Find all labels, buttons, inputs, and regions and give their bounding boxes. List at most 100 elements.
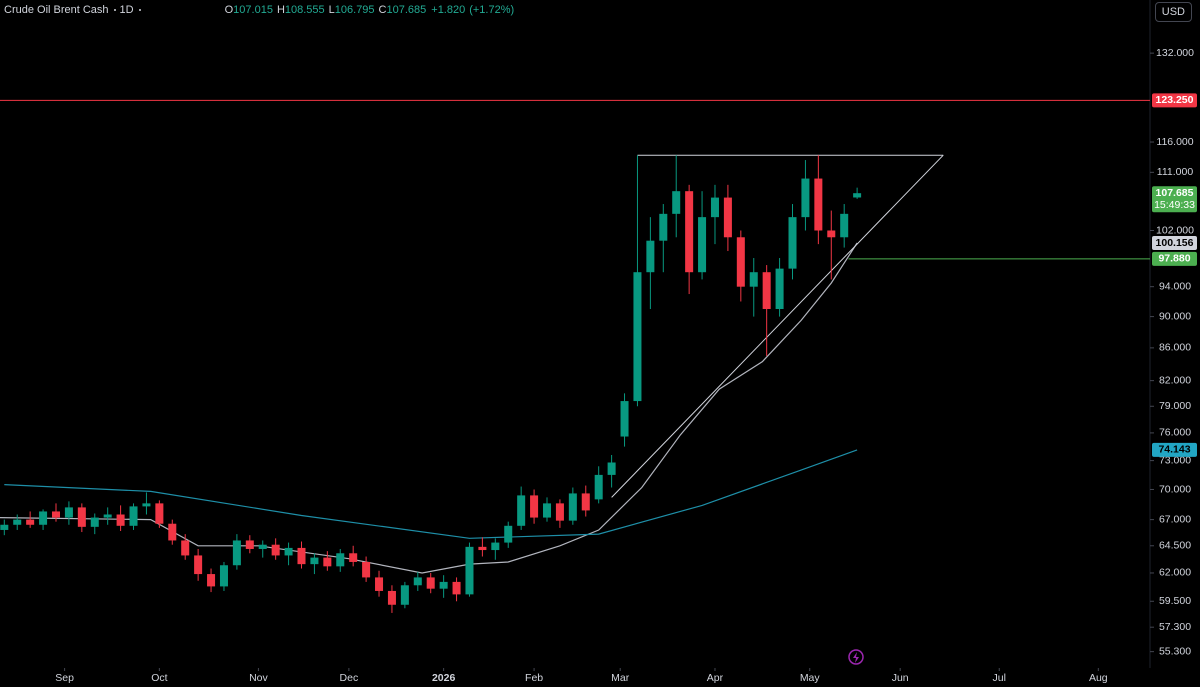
candle-body xyxy=(452,581,461,595)
candle-body xyxy=(26,519,35,525)
candle-body xyxy=(155,503,164,524)
candle-body xyxy=(465,546,474,595)
ohlc-value: 108.555 xyxy=(284,4,325,16)
candle-body xyxy=(13,519,22,525)
candle-body xyxy=(840,213,849,238)
candle-body xyxy=(736,237,745,287)
candle-body xyxy=(672,191,681,214)
price-label: 123.250 xyxy=(1156,94,1194,106)
candle-body xyxy=(90,517,99,527)
candle-body xyxy=(620,401,629,437)
ohlc-value: 107.685 xyxy=(386,4,427,16)
y-tick-label: 70.000 xyxy=(1159,483,1191,495)
candle-body xyxy=(607,462,616,475)
candle-body xyxy=(710,197,719,218)
candle-body xyxy=(219,565,228,587)
candle-body xyxy=(271,544,280,556)
price-label: 74.143 xyxy=(1158,444,1190,456)
x-tick-label: 2026 xyxy=(432,672,456,684)
y-tick-label: 102.000 xyxy=(1156,224,1194,236)
y-tick-label: 64.500 xyxy=(1159,540,1191,552)
price-label: 100.156 xyxy=(1156,237,1194,249)
x-tick-label: Mar xyxy=(611,672,630,684)
candle-body xyxy=(814,178,823,231)
y-tick-label: 73.000 xyxy=(1159,454,1191,466)
x-tick-label: Jun xyxy=(892,672,909,684)
x-tick-label: Jul xyxy=(993,672,1006,684)
candle-body xyxy=(413,577,422,586)
candle-body xyxy=(853,193,862,198)
x-tick-label: Oct xyxy=(151,672,167,684)
ohlc-key: C xyxy=(378,4,387,16)
price-label-box xyxy=(1152,251,1197,266)
price-label-box xyxy=(1152,236,1197,251)
candle-body xyxy=(749,272,758,287)
candle-body xyxy=(0,524,9,530)
y-tick-label: 62.000 xyxy=(1159,567,1191,579)
ohlc-key: O xyxy=(224,4,234,16)
candle-body xyxy=(349,553,358,562)
candle-body xyxy=(542,503,552,518)
price-label-box xyxy=(1152,442,1197,457)
candle-body xyxy=(310,557,319,565)
price-countdown: 15:49:33 xyxy=(1154,199,1195,211)
candle-body xyxy=(232,540,241,566)
price-label: 97.880 xyxy=(1158,253,1190,265)
candle-body xyxy=(801,178,810,218)
x-tick-label: Sep xyxy=(55,672,74,684)
candle-body xyxy=(504,525,513,543)
candle-body xyxy=(168,523,177,541)
ohlc-value: 106.795 xyxy=(334,4,375,16)
y-tick-label: 82.000 xyxy=(1159,374,1191,386)
change-percent: (+1.72%) xyxy=(469,4,515,16)
candle-body xyxy=(788,217,797,269)
y-tick-label: 67.000 xyxy=(1159,513,1191,525)
candle-body xyxy=(207,574,216,587)
y-tick-label: 79.000 xyxy=(1159,400,1191,412)
x-tick-label: Nov xyxy=(249,672,268,684)
price-label-box xyxy=(1152,186,1197,213)
moving-average xyxy=(4,449,858,539)
y-tick-label: 55.300 xyxy=(1159,645,1191,657)
ohlc-value: 107.015 xyxy=(233,4,273,16)
candle-body xyxy=(555,503,564,521)
candle-body xyxy=(297,547,306,565)
y-tick-label: 116.000 xyxy=(1156,136,1193,148)
legend-header: Crude Oil Brent Cash 1D O107.015 H108.555 L1… xyxy=(4,4,518,16)
candle-body xyxy=(323,557,332,567)
candle-body xyxy=(362,561,371,578)
price-label: 107.685 xyxy=(1156,187,1194,199)
candle-body xyxy=(400,585,409,605)
x-tick-label: Dec xyxy=(340,672,359,684)
candle-body xyxy=(258,544,267,549)
candle-body xyxy=(129,506,138,526)
currency-button[interactable]: USD xyxy=(1154,2,1192,22)
candle-body xyxy=(284,547,293,556)
y-tick-label: 59.500 xyxy=(1159,595,1191,607)
y-tick-label: 57.300 xyxy=(1159,621,1191,633)
x-tick-label: Apr xyxy=(707,672,724,684)
candle-body xyxy=(439,581,448,589)
candle-body xyxy=(426,577,435,589)
candle-body xyxy=(633,272,642,402)
candle-body xyxy=(39,511,48,525)
candle-body xyxy=(478,546,487,551)
trendline xyxy=(611,154,944,498)
candle-body xyxy=(762,272,771,309)
candle-body xyxy=(375,577,384,591)
candle-body xyxy=(77,507,86,527)
candle-body xyxy=(103,514,112,518)
candle-body xyxy=(116,514,125,526)
y-tick-label: 94.000 xyxy=(1159,280,1191,292)
y-tick-label: 132.000 xyxy=(1156,47,1194,59)
y-tick-label: 76.000 xyxy=(1159,427,1191,439)
x-tick-label: May xyxy=(800,672,821,684)
event-icon[interactable] xyxy=(848,649,864,665)
candle-body xyxy=(685,191,694,273)
candle-body xyxy=(659,213,668,241)
candle-body xyxy=(64,507,73,518)
candle-body xyxy=(142,503,151,507)
candle-body xyxy=(245,540,254,549)
